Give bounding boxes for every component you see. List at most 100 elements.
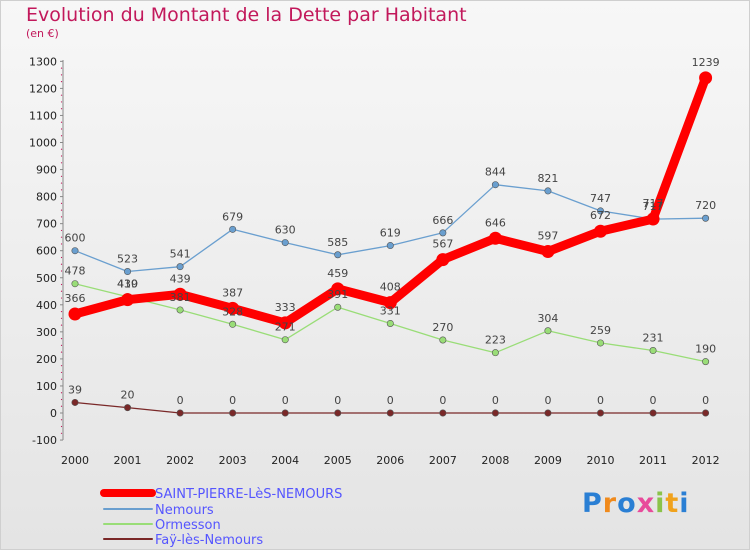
data-label: 408	[380, 281, 401, 294]
y-minor-tick	[60, 263, 63, 265]
data-label: 478	[65, 265, 86, 278]
y-tick-label: 500	[36, 272, 57, 285]
data-point	[71, 398, 79, 406]
y-tick-label: 1300	[29, 55, 57, 68]
y-tick-label: 400	[36, 299, 57, 312]
logo-letter: t	[665, 488, 680, 519]
data-point	[278, 316, 292, 330]
data-point	[491, 181, 499, 189]
y-tick-label: 1200	[29, 82, 57, 95]
data-label: 597	[537, 230, 558, 243]
data-point	[281, 336, 289, 344]
y-minor-tick	[60, 432, 63, 434]
y-minor-tick	[60, 236, 63, 238]
data-point	[334, 251, 342, 259]
y-minor-tick	[60, 283, 63, 286]
legend-label: Ormesson	[155, 518, 221, 533]
data-label: 439	[170, 272, 191, 285]
data-label: 381	[170, 291, 191, 304]
data-label: 0	[650, 394, 657, 407]
data-label: 304	[537, 312, 558, 325]
x-axis-ticks: 2000 2001 2002 2003 2004 2005 2006 2007 2008 2009…	[61, 454, 720, 467]
y-minor-tick	[60, 243, 63, 245]
x-tick-label: 2007	[429, 454, 457, 467]
data-point	[649, 409, 657, 417]
data-label: 0	[282, 394, 289, 407]
y-minor-tick	[60, 324, 63, 326]
legend-label: Nemours	[155, 503, 214, 518]
data-label: 0	[334, 394, 341, 407]
y-minor-tick	[60, 419, 63, 421]
data-point	[229, 320, 237, 328]
data-label: 541	[170, 248, 191, 261]
data-point	[334, 303, 342, 311]
data-point	[281, 239, 289, 247]
data-point	[439, 336, 447, 344]
data-point	[646, 212, 660, 226]
data-label: 646	[485, 216, 506, 229]
logo-letter: i	[679, 488, 690, 519]
y-minor-tick	[60, 371, 63, 374]
data-point	[176, 409, 184, 417]
data-label: 0	[439, 394, 446, 407]
chart-subtitle: (en €)	[26, 27, 59, 40]
y-minor-tick	[60, 392, 63, 394]
data-label: 567	[432, 238, 453, 251]
y-minor-tick	[60, 189, 63, 191]
y-minor-tick	[60, 155, 63, 157]
y-minor-tick	[60, 67, 63, 69]
data-point	[176, 263, 184, 271]
data-point	[176, 306, 184, 314]
x-tick-label: 2010	[587, 454, 615, 467]
data-label: 366	[65, 292, 86, 305]
y-minor-tick	[60, 351, 63, 353]
legend: SAINT-PIERRE-LèS-NEMOURSNemoursOrmessonF…	[100, 487, 342, 548]
data-label: 0	[229, 394, 236, 407]
data-point	[68, 307, 82, 321]
data-point	[226, 301, 240, 315]
y-minor-tick	[60, 365, 63, 367]
logo-letter: P	[582, 488, 603, 519]
y-minor-tick	[60, 121, 63, 123]
data-point	[702, 409, 710, 417]
data-label: 331	[380, 304, 401, 317]
y-minor-tick	[60, 290, 63, 292]
x-tick-label: 2012	[692, 454, 720, 467]
data-label: 679	[222, 210, 243, 223]
data-point	[386, 319, 394, 327]
y-minor-tick	[60, 182, 63, 184]
data-label: 430	[117, 278, 138, 291]
y-minor-tick	[60, 405, 63, 407]
y-minor-tick	[60, 81, 63, 83]
data-label: 391	[327, 288, 348, 301]
legend-label: SAINT-PIERRE-LèS-NEMOURS	[155, 487, 342, 502]
data-point	[596, 339, 604, 347]
y-tick-label: 100	[36, 380, 57, 393]
data-label: 585	[327, 236, 348, 249]
data-label: 630	[275, 224, 296, 237]
series-3	[71, 398, 710, 417]
x-tick-label: 2001	[114, 454, 142, 467]
data-label: 270	[432, 321, 453, 334]
data-point	[488, 231, 502, 245]
data-point	[124, 404, 132, 412]
data-point	[491, 409, 499, 417]
data-point	[439, 409, 447, 417]
y-minor-tick	[60, 135, 63, 137]
y-minor-tick	[60, 378, 63, 380]
y-minor-tick	[60, 108, 63, 110]
data-point	[596, 409, 604, 417]
data-point	[649, 347, 657, 355]
data-label: 271	[275, 321, 296, 334]
data-label: 717	[643, 197, 664, 210]
data-label: 259	[590, 324, 611, 337]
y-minor-tick	[60, 344, 63, 346]
data-point	[121, 293, 135, 307]
data-point	[334, 409, 342, 417]
data-label: 39	[68, 383, 82, 396]
logo-letter: r	[602, 488, 618, 519]
x-tick-label: 2005	[324, 454, 352, 467]
data-point	[173, 287, 187, 301]
data-point	[383, 296, 397, 310]
